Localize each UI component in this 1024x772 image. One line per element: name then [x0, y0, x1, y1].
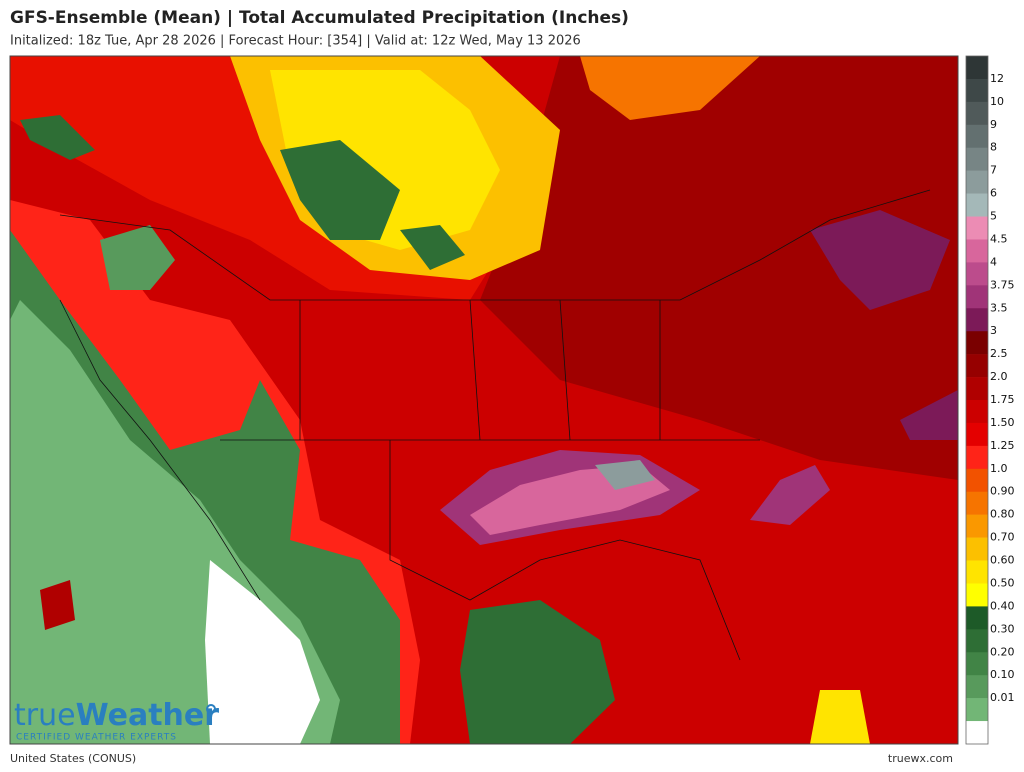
- title: GFS-Ensemble (Mean) | Total Accumulated …: [10, 8, 629, 28]
- color-swatch: [966, 331, 988, 355]
- color-swatch: [966, 537, 988, 561]
- legend-label: 2.0: [990, 370, 1008, 383]
- legend-label: 12: [990, 72, 1004, 85]
- legend-label: 6: [990, 187, 997, 200]
- legend-label: 7: [990, 164, 997, 177]
- color-swatch: [966, 78, 988, 103]
- legend-label: 0.10: [990, 668, 1015, 681]
- legend-label: 0.90: [990, 485, 1015, 498]
- map-frame: [9, 55, 959, 745]
- legend-label: 1.0: [990, 462, 1008, 475]
- color-swatch: [966, 101, 988, 126]
- color-swatch: [966, 377, 988, 401]
- color-swatch: [966, 239, 988, 263]
- subtitle: Initalized: 18z Tue, Apr 28 2026 | Forec…: [10, 34, 581, 49]
- color-swatch: [966, 721, 988, 745]
- color-swatch: [966, 285, 988, 309]
- color-swatch: [966, 262, 988, 286]
- legend-label: 3.5: [990, 301, 1008, 314]
- color-swatch: [966, 583, 988, 607]
- legend-label: 0.60: [990, 554, 1015, 567]
- color-swatch: [966, 216, 988, 240]
- legend-label: 4.5: [990, 232, 1008, 245]
- color-swatch: [966, 124, 988, 149]
- color-swatch: [966, 147, 988, 171]
- color-swatch: [966, 560, 988, 584]
- color-swatch: [966, 652, 988, 676]
- color-swatch: [966, 629, 988, 653]
- legend-label: 5: [990, 210, 997, 223]
- legend-label: 2.5: [990, 347, 1008, 360]
- logo-tagline: CERTIFIED WEATHER EXPERTS: [16, 733, 177, 743]
- color-swatch: [966, 170, 988, 194]
- legend-label: 0.80: [990, 508, 1015, 521]
- legend-label: 0.01: [990, 691, 1015, 704]
- legend-label: 3: [990, 324, 997, 337]
- color-swatch: [966, 468, 988, 493]
- legend-label: 3.75: [990, 278, 1015, 291]
- color-swatch: [966, 400, 988, 424]
- colorbar: 12 10 9 8 7 6 5 4.5 4 3.75 3.5 3 2.5 2.0 1.75 1.50 1.25 1…: [965, 55, 1015, 745]
- footer-region: United States (CONUS): [10, 752, 136, 765]
- color-swatch: [966, 422, 988, 447]
- color-swatch: [966, 445, 988, 470]
- color-swatch: [966, 675, 988, 699]
- legend-label: 1.75: [990, 393, 1015, 406]
- legend-label: 1.50: [990, 416, 1015, 429]
- legend-label: 0.40: [990, 599, 1015, 612]
- color-swatch: [966, 698, 988, 722]
- color-swatch: [966, 491, 988, 515]
- colorbar-frame: [965, 55, 989, 745]
- color-swatch: [966, 606, 988, 630]
- legend-label: 9: [990, 118, 997, 131]
- legend-label: 10: [990, 95, 1004, 108]
- legend-label: 0.70: [990, 531, 1015, 544]
- logo: trueWeather: [14, 698, 219, 733]
- color-swatch: [966, 193, 988, 217]
- legend-label: 1.25: [990, 439, 1015, 452]
- legend-label: 8: [990, 141, 997, 154]
- legend-label: 4: [990, 255, 997, 268]
- footer-site: truewx.com: [888, 752, 953, 765]
- color-swatch: [966, 308, 988, 332]
- color-swatch: [966, 354, 988, 378]
- legend-label: 0.50: [990, 576, 1015, 589]
- precip-map: [10, 56, 958, 744]
- legend-label: 0.30: [990, 622, 1015, 635]
- logo-mark: [206, 704, 216, 714]
- color-swatch: [966, 514, 988, 538]
- color-swatch: [966, 56, 988, 80]
- legend-label: 0.20: [990, 645, 1015, 658]
